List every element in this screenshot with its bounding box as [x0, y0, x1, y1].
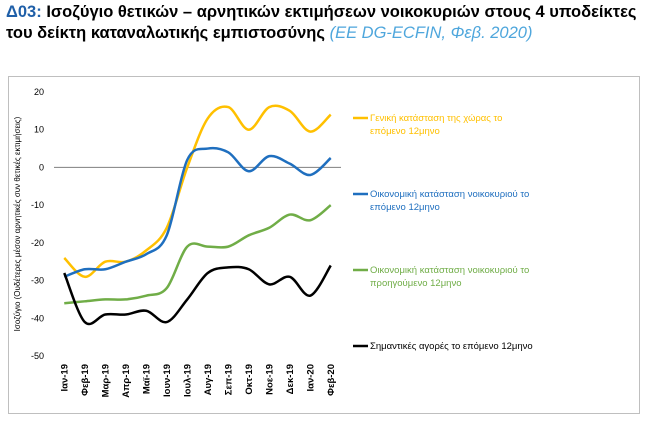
y-tick-label: 0: [39, 162, 44, 172]
x-tick-label: Ιουλ-19: [182, 364, 193, 397]
subtitle: (ΕΕ DG-ECFIN, Φεβ. 2020): [329, 24, 533, 42]
legend-label: Οικονομική κατάσταση νοικοκυριού το προη…: [370, 265, 530, 289]
legend-label: Οικονομική κατάσταση νοικοκυριού το επόμ…: [370, 189, 530, 213]
x-tick-label: Δεκ-19: [285, 364, 296, 394]
x-tick-label: Μαρ-19: [100, 364, 111, 397]
y-tick-label: 20: [34, 87, 44, 97]
title-text: Ισοζύγιο θετικών – αρνητικών εκτιμήσεων …: [6, 3, 637, 42]
title-code: Δ03:: [6, 3, 42, 21]
y-tick-label: 10: [34, 125, 44, 135]
y-tick-label: -40: [31, 313, 44, 323]
x-tick-label: Σεπ-19: [223, 364, 234, 395]
y-tick-label: -50: [31, 351, 44, 361]
y-tick-label: -30: [31, 276, 44, 286]
x-tick-label: Ιαν-19: [59, 364, 70, 392]
x-tick-label: Νοε-19: [264, 364, 275, 395]
x-tick-label: Ιαν-20: [305, 364, 316, 392]
y-tick-label: -10: [31, 200, 44, 210]
x-tick-label: Ιουν-19: [162, 364, 173, 397]
x-tick-label: Φεβ-19: [80, 364, 91, 396]
x-tick-label: Φεβ-20: [326, 364, 337, 396]
series-line: [63, 264, 332, 326]
series-line: [63, 146, 332, 278]
legend-label: Γενική κατάσταση της χώρας το επόμενο 12…: [370, 113, 503, 137]
x-tick-label: Μαϊ-19: [141, 364, 152, 394]
chart-frame: [8, 76, 640, 414]
y-tick-label: -20: [31, 238, 44, 248]
y-axis-label: Ισοζύγιο (Ουδέτερες μέσον αρνητικές συν …: [13, 116, 22, 331]
x-tick-label: Απρ-19: [121, 364, 132, 398]
x-tick-label: Αυγ-19: [203, 364, 214, 395]
series-line: [64, 204, 332, 305]
chart-title: Δ03: Ισοζύγιο θετικών – αρνητικών εκτιμή…: [6, 2, 651, 44]
x-tick-label: Οκτ-19: [244, 364, 255, 395]
series-line: [63, 104, 332, 279]
legend-label: Σημαντικές αγορές το επόμενο 12μηνο: [370, 341, 533, 352]
